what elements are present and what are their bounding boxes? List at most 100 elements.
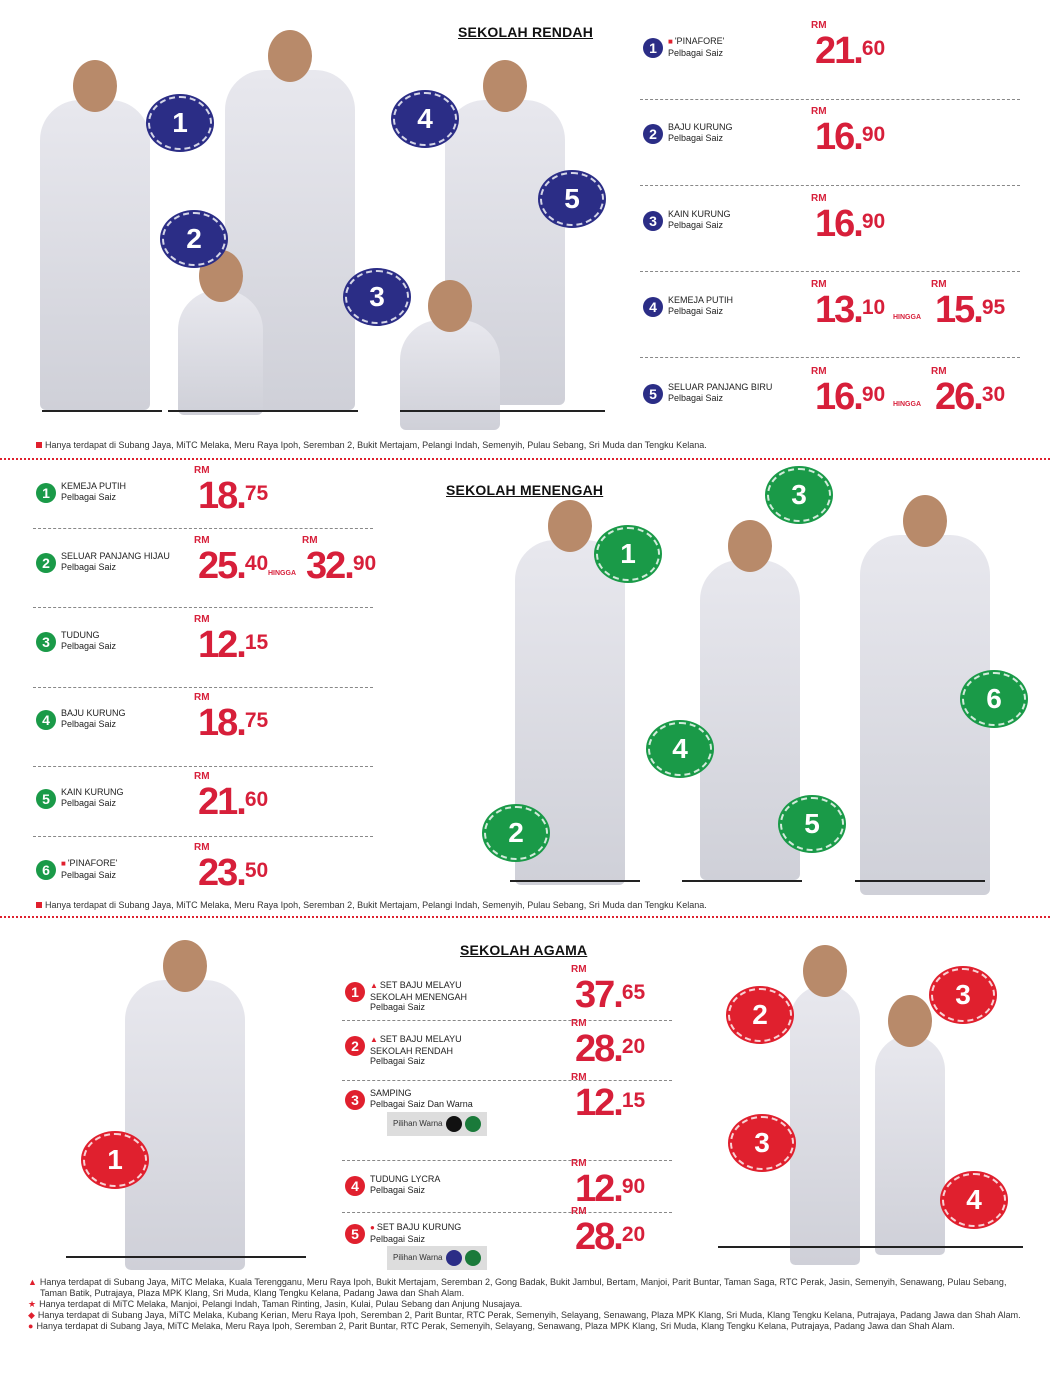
student-head xyxy=(163,940,207,992)
number-speech-bubble: 5 xyxy=(780,797,844,851)
currency-label: RM xyxy=(194,771,210,782)
circle-marker-icon: ● xyxy=(370,1223,375,1232)
number-speech-bubble: 2 xyxy=(484,806,548,860)
colour-swatch[interactable] xyxy=(445,1250,462,1266)
student-photo xyxy=(400,320,500,430)
floor-line xyxy=(400,410,605,412)
item-name: ■ 'PINAFORE' Pelbagai Saiz xyxy=(61,858,171,880)
price-main: 16. xyxy=(815,116,864,158)
colour-swatch[interactable] xyxy=(445,1116,462,1132)
item-name: ■ 'PINAFORE' Pelbagai Saiz xyxy=(668,36,778,58)
footnote: ▲ Hanya terdapat di Subang Jaya, MiTC Mel… xyxy=(28,1277,1028,1299)
price-cents: 75 xyxy=(244,482,269,505)
bubble-number: 1 xyxy=(172,107,188,138)
item-name: BAJU KURUNG Pelbagai Saiz xyxy=(668,122,778,143)
section-divider xyxy=(0,458,1050,460)
hingga-label: HINGGA xyxy=(893,401,921,408)
square-marker-icon xyxy=(36,442,42,448)
item-separator xyxy=(33,528,373,529)
item-number-badge: 5 xyxy=(36,789,56,809)
currency-label: RM xyxy=(194,842,210,853)
currency-label: RM xyxy=(571,1018,587,1029)
price-cents: 90 xyxy=(621,1175,646,1198)
footnote-text: Hanya terdapat di Subang Jaya, MiTC Mela… xyxy=(36,1321,955,1331)
item-size: Pelbagai Saiz xyxy=(61,869,117,880)
footnote-text: Hanya terdapat di MiTC Melaka, Manjoi, P… xyxy=(39,1299,523,1309)
price-main: 21. xyxy=(198,781,247,823)
price-cents: 40 xyxy=(244,552,269,575)
item-title: SAMPING xyxy=(370,1088,412,1098)
currency-label: RM xyxy=(194,614,210,625)
item-size: Pelbagai Saiz xyxy=(668,392,724,403)
bubble-number: 4 xyxy=(672,733,688,764)
bubble-number: 4 xyxy=(966,1184,982,1215)
section-title-sekolah-agama: SEKOLAH AGAMA xyxy=(460,942,588,958)
student-head xyxy=(903,495,947,547)
colour-options: Pilihan Warna xyxy=(387,1246,487,1270)
currency-label: RM xyxy=(302,535,318,546)
floor-line xyxy=(682,880,802,882)
currency-label: RM xyxy=(811,193,827,204)
footnote-text: Hanya terdapat di Subang Jaya, MiTC Mela… xyxy=(37,1310,1021,1320)
number-speech-bubble: 3 xyxy=(730,1116,794,1170)
price: 13.10 xyxy=(815,291,885,329)
item-size: Pelbagai Saiz Dan Warna xyxy=(370,1098,473,1109)
price: 28.20 xyxy=(575,1030,645,1068)
item-name: KAIN KURUNG Pelbagai Saiz xyxy=(668,209,778,230)
bubble-number: 2 xyxy=(752,999,768,1030)
item-title: TUDUNG LYCRA xyxy=(370,1174,441,1184)
price-cents: 90 xyxy=(861,123,886,146)
item-separator xyxy=(640,271,1020,272)
bubble-number: 5 xyxy=(804,808,820,839)
price-cents: 95 xyxy=(981,296,1006,319)
number-speech-bubble: 2 xyxy=(728,988,792,1042)
price-main: 28. xyxy=(575,1028,624,1070)
colour-swatch[interactable] xyxy=(464,1250,481,1266)
section-title-sekolah-rendah: SEKOLAH RENDAH xyxy=(458,24,594,40)
item-number-badge: 4 xyxy=(345,1176,365,1196)
price-cents: 60 xyxy=(244,788,269,811)
bubble-number: 1 xyxy=(620,538,636,569)
item-title: KEMEJA PUTIH xyxy=(668,295,734,305)
item-separator xyxy=(33,687,373,688)
item-number-badge: 3 xyxy=(345,1090,365,1110)
item-number-badge: 2 xyxy=(643,124,663,144)
item-title: KAIN KURUNG xyxy=(61,787,124,797)
item-size: Pelbagai Saiz xyxy=(370,1002,426,1012)
price-main: 12. xyxy=(575,1082,624,1124)
price-cents: 60 xyxy=(861,37,886,60)
hingga-label: HINGGA xyxy=(268,570,296,577)
currency-label: RM xyxy=(811,20,827,31)
student-photo xyxy=(178,290,263,415)
bubble-number: 4 xyxy=(417,103,433,134)
section-title-sekolah-menengah: SEKOLAH MENENGAH xyxy=(446,482,604,498)
item-name: SELUAR PANJANG HIJAU Pelbagai Saiz xyxy=(61,551,171,572)
price-main: 16. xyxy=(815,203,864,245)
student-head xyxy=(888,995,932,1047)
student-head xyxy=(268,30,312,82)
student-head xyxy=(728,520,772,572)
floor-line xyxy=(510,880,640,882)
student-head xyxy=(548,500,592,552)
floor-line xyxy=(168,410,358,412)
price: 12.90 xyxy=(575,1170,645,1208)
price-main: 37. xyxy=(575,974,624,1016)
currency-label: RM xyxy=(571,1072,587,1083)
colour-swatch[interactable] xyxy=(464,1116,481,1132)
bubble-number: 2 xyxy=(508,817,524,848)
item-number-badge: 1 xyxy=(345,982,365,1002)
square-marker-icon: ■ xyxy=(668,37,673,46)
price: 18.75 xyxy=(198,704,268,742)
price: 32.90 xyxy=(306,547,376,585)
item-number-badge: 1 xyxy=(643,38,663,58)
price: 23.50 xyxy=(198,854,268,892)
number-speech-bubble: 3 xyxy=(931,968,995,1022)
item-size: Pelbagai Saiz xyxy=(370,1233,426,1244)
price-cents: 90 xyxy=(352,552,377,575)
price-cents: 15 xyxy=(621,1089,646,1112)
price-main: 13. xyxy=(815,289,864,331)
item-name: KAIN KURUNG Pelbagai Saiz xyxy=(61,787,171,808)
student-photo xyxy=(790,985,860,1265)
bubble-number: 3 xyxy=(955,979,971,1010)
item-title: TUDUNG xyxy=(61,630,100,640)
